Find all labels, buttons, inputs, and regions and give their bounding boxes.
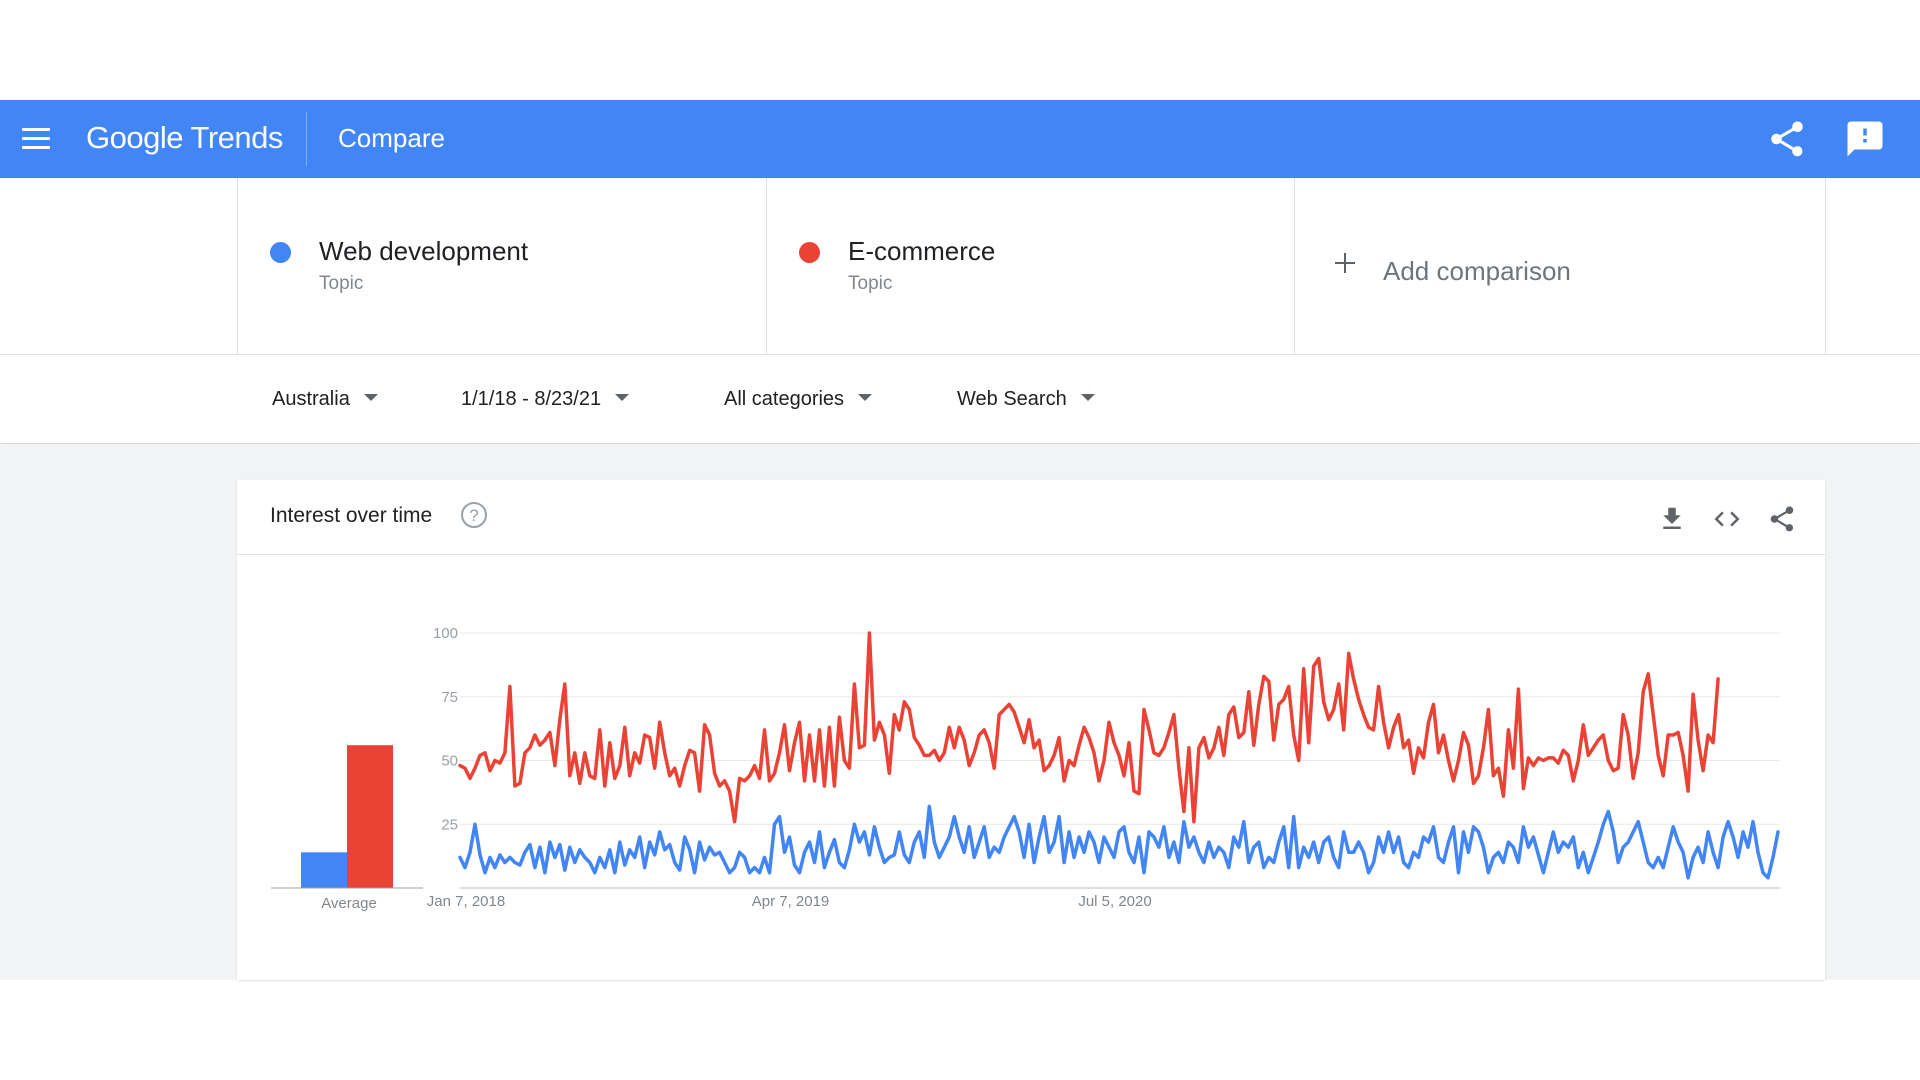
menu-icon[interactable] bbox=[18, 119, 58, 159]
y-tick-label: 100 bbox=[433, 625, 458, 642]
add-comparison-button[interactable]: Add comparison bbox=[1294, 178, 1826, 354]
search-property-dropdown[interactable]: Web Search bbox=[957, 385, 1095, 413]
card-title: Interest over time bbox=[270, 504, 433, 527]
average-label: Average bbox=[321, 895, 377, 912]
x-tick-label: Jul 5, 2020 bbox=[1078, 893, 1151, 910]
date-range-dropdown[interactable]: 1/1/18 - 8/23/21 bbox=[461, 385, 630, 413]
date-range-value: 1/1/18 - 8/23/21 bbox=[461, 388, 602, 410]
comparison-term-e-commerce[interactable]: E-commerce Topic bbox=[766, 178, 1295, 354]
google-trends-logo[interactable]: Google Trends bbox=[86, 118, 283, 158]
filter-bar: Australia 1/1/18 - 8/23/21 All categorie… bbox=[0, 355, 1920, 443]
caret-down-icon bbox=[615, 394, 630, 402]
x-axis-labels: Jan 7, 2018 Apr 7, 2019 Jul 5, 2020 bbox=[427, 893, 1152, 910]
logo-trends-text: Trends bbox=[190, 120, 284, 155]
average-bar-web-development[interactable] bbox=[301, 852, 347, 888]
caret-down-icon bbox=[858, 394, 873, 402]
page-title: Compare bbox=[338, 123, 445, 153]
logo-google-text: Google bbox=[86, 120, 183, 155]
category-value: All categories bbox=[724, 388, 845, 410]
interest-over-time-chart: Average 25 50 75 100 Jan 7, 2018 Apr 7, 2019… bbox=[271, 625, 1780, 912]
top-app-bar: Google Trends Compare bbox=[0, 100, 1920, 178]
chart-series bbox=[458, 631, 1780, 880]
embed-icon[interactable] bbox=[1712, 504, 1742, 534]
category-dropdown[interactable]: All categories bbox=[724, 385, 873, 413]
geo-dropdown-value: Australia bbox=[272, 388, 350, 410]
feedback-icon[interactable] bbox=[1844, 118, 1886, 160]
y-tick-label: 25 bbox=[441, 816, 458, 833]
share-icon[interactable] bbox=[1767, 504, 1797, 534]
term-color-dot bbox=[270, 242, 291, 263]
series-line-e-commerce[interactable] bbox=[458, 631, 1720, 824]
caret-down-icon bbox=[363, 394, 378, 402]
comparison-term-web-development[interactable]: Web development Topic bbox=[237, 178, 767, 354]
term-name: E-commerce bbox=[848, 236, 996, 266]
term-color-dot bbox=[799, 242, 820, 263]
add-comparison-label: Add comparison bbox=[1383, 256, 1571, 286]
y-tick-label: 75 bbox=[441, 689, 458, 706]
series-line-web-development[interactable] bbox=[458, 804, 1780, 880]
geo-dropdown[interactable]: Australia bbox=[272, 385, 378, 413]
term-type: Topic bbox=[319, 273, 364, 294]
svg-text:?: ? bbox=[469, 506, 478, 525]
appbar-divider bbox=[306, 112, 307, 166]
interest-over-time-card: Interest over time ? Average 25 50 75 100 J… bbox=[237, 480, 1825, 980]
plus-icon bbox=[1332, 250, 1358, 276]
average-bars: Average bbox=[271, 745, 423, 912]
download-icon[interactable] bbox=[1657, 504, 1687, 534]
help-icon[interactable]: ? bbox=[459, 500, 489, 530]
caret-down-icon bbox=[1080, 394, 1095, 402]
y-tick-label: 50 bbox=[441, 753, 458, 770]
card-header-divider bbox=[237, 554, 1825, 555]
term-name: Web development bbox=[319, 236, 529, 266]
x-tick-label: Apr 7, 2019 bbox=[752, 893, 830, 910]
x-tick-label: Jan 7, 2018 bbox=[427, 893, 505, 910]
search-property-value: Web Search bbox=[957, 388, 1067, 410]
share-icon[interactable] bbox=[1766, 118, 1808, 160]
term-type: Topic bbox=[848, 273, 893, 294]
average-bar-e-commerce[interactable] bbox=[347, 745, 393, 888]
comparison-row: Web development Topic E-commerce Topic A… bbox=[0, 178, 1920, 355]
